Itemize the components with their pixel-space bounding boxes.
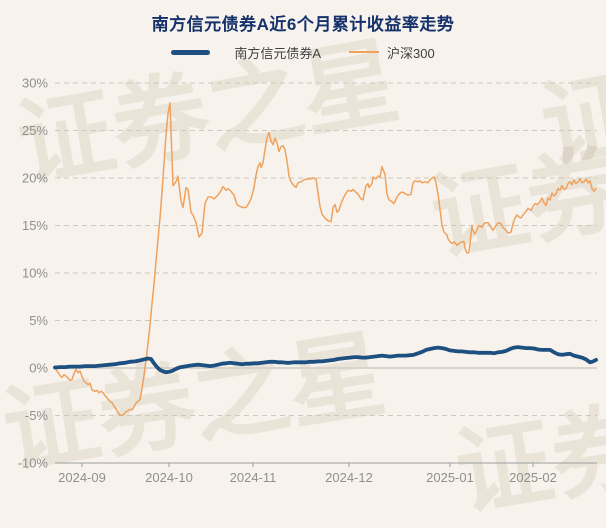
y-axis-tick-label: 10%	[22, 266, 48, 281]
chart-title: 南方信元债券A近6个月累计收益率走势	[151, 15, 455, 34]
y-axis-tick-label: -5%	[25, 408, 49, 423]
y-axis-tick-label: 15%	[22, 218, 48, 233]
y-axis-tick-label: 0%	[29, 361, 48, 376]
legend-item-csi300[interactable]: 沪深300	[348, 43, 435, 62]
series-line-fund	[53, 345, 598, 375]
legend-label-fund: 南方信元债券A	[234, 45, 321, 61]
x-axis-tick-label: 2025-01	[426, 470, 474, 485]
series-line-csi300	[54, 102, 597, 417]
x-axis-tick-label: 2024-09	[58, 470, 106, 485]
y-axis-tick-label: -10%	[18, 456, 49, 471]
csi300-line-swatch-icon	[348, 51, 379, 53]
y-axis-tick-label: 30%	[22, 76, 48, 91]
y-axis-tick-label: 5%	[29, 313, 48, 328]
fund-line-swatch-icon	[171, 49, 211, 55]
legend-item-fund[interactable]: 南方信元债券A	[171, 43, 321, 62]
x-axis-tick-label: 2025-02	[509, 470, 557, 485]
x-axis-tick-label: 2024-11	[230, 470, 277, 485]
chart-legend: 南方信元债券A 沪深300	[0, 43, 606, 61]
y-axis-tick-label: 25%	[22, 123, 48, 138]
x-axis-tick-label: 2024-10	[145, 470, 193, 485]
y-axis-tick-label: 20%	[22, 171, 48, 186]
chart-canvas[interactable]: 30% 25% 20% 15% 10% 5% 0% -5% -10% 2024-09 2024-10…	[0, 0, 606, 500]
x-axis-tick-label: 2024-12	[325, 470, 373, 485]
legend-label-csi300: 沪深300	[386, 45, 435, 61]
